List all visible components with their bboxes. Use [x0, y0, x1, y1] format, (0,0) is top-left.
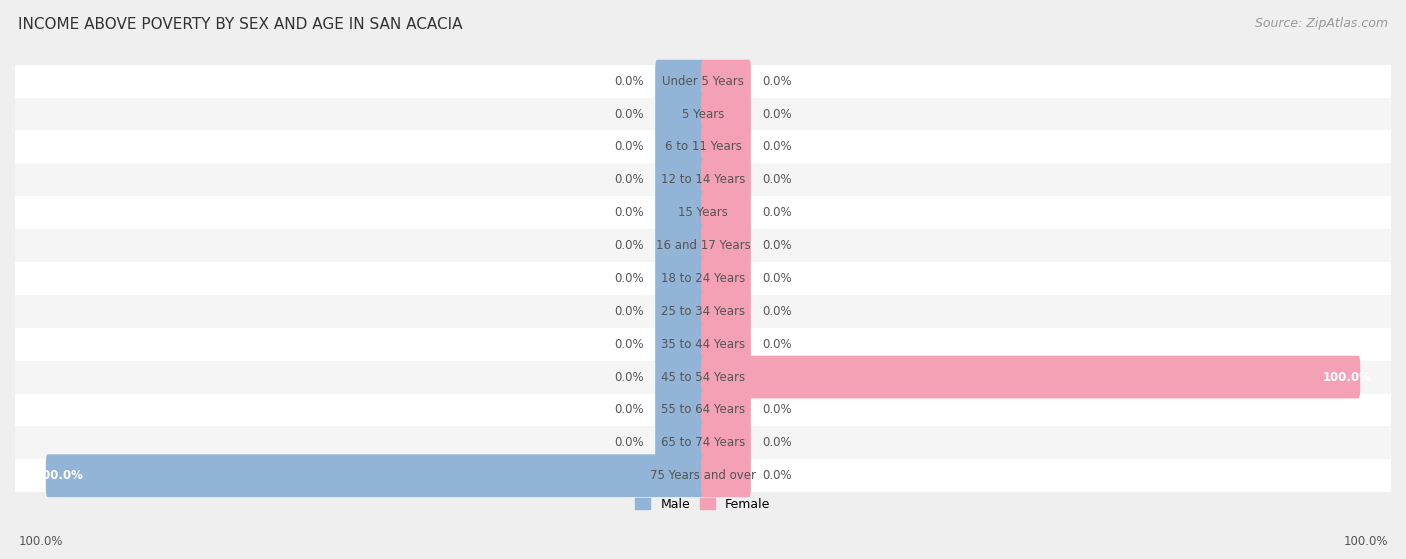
- FancyBboxPatch shape: [46, 454, 704, 497]
- Bar: [15, 65, 1391, 98]
- Text: 0.0%: 0.0%: [762, 140, 792, 153]
- FancyBboxPatch shape: [655, 93, 704, 135]
- Text: 0.0%: 0.0%: [762, 404, 792, 416]
- Text: 0.0%: 0.0%: [614, 272, 644, 285]
- Text: 0.0%: 0.0%: [614, 338, 644, 350]
- Text: 0.0%: 0.0%: [614, 75, 644, 88]
- Bar: [15, 328, 1391, 361]
- Text: 0.0%: 0.0%: [614, 404, 644, 416]
- FancyBboxPatch shape: [655, 60, 704, 102]
- FancyBboxPatch shape: [655, 158, 704, 201]
- Text: 16 and 17 Years: 16 and 17 Years: [655, 239, 751, 252]
- Legend: Male, Female: Male, Female: [630, 493, 776, 516]
- FancyBboxPatch shape: [702, 224, 751, 267]
- Text: 0.0%: 0.0%: [614, 173, 644, 186]
- FancyBboxPatch shape: [702, 454, 751, 497]
- Text: 100.0%: 100.0%: [1343, 535, 1388, 548]
- Bar: [15, 459, 1391, 492]
- Text: 0.0%: 0.0%: [614, 437, 644, 449]
- FancyBboxPatch shape: [702, 93, 751, 135]
- FancyBboxPatch shape: [702, 126, 751, 168]
- Text: 0.0%: 0.0%: [762, 206, 792, 219]
- Bar: [15, 163, 1391, 196]
- Bar: [15, 427, 1391, 459]
- Text: 75 Years and over: 75 Years and over: [650, 469, 756, 482]
- FancyBboxPatch shape: [655, 323, 704, 366]
- Text: 0.0%: 0.0%: [762, 239, 792, 252]
- Text: INCOME ABOVE POVERTY BY SEX AND AGE IN SAN ACACIA: INCOME ABOVE POVERTY BY SEX AND AGE IN S…: [18, 17, 463, 32]
- Text: 0.0%: 0.0%: [762, 305, 792, 318]
- FancyBboxPatch shape: [702, 356, 1360, 399]
- FancyBboxPatch shape: [655, 290, 704, 333]
- Text: 0.0%: 0.0%: [762, 338, 792, 350]
- Text: Source: ZipAtlas.com: Source: ZipAtlas.com: [1254, 17, 1388, 30]
- Text: 100.0%: 100.0%: [1323, 371, 1371, 383]
- Bar: [15, 98, 1391, 130]
- FancyBboxPatch shape: [702, 60, 751, 102]
- Text: 5 Years: 5 Years: [682, 107, 724, 121]
- Text: 45 to 54 Years: 45 to 54 Years: [661, 371, 745, 383]
- Text: 100.0%: 100.0%: [18, 535, 63, 548]
- Bar: [15, 229, 1391, 262]
- Bar: [15, 262, 1391, 295]
- FancyBboxPatch shape: [702, 323, 751, 366]
- Text: 0.0%: 0.0%: [762, 469, 792, 482]
- Bar: [15, 394, 1391, 427]
- Text: 12 to 14 Years: 12 to 14 Years: [661, 173, 745, 186]
- FancyBboxPatch shape: [655, 356, 704, 399]
- FancyBboxPatch shape: [702, 389, 751, 432]
- Text: 0.0%: 0.0%: [614, 239, 644, 252]
- Text: 18 to 24 Years: 18 to 24 Years: [661, 272, 745, 285]
- Text: 6 to 11 Years: 6 to 11 Years: [665, 140, 741, 153]
- Text: 0.0%: 0.0%: [614, 140, 644, 153]
- Text: 0.0%: 0.0%: [614, 371, 644, 383]
- Text: 0.0%: 0.0%: [762, 272, 792, 285]
- FancyBboxPatch shape: [702, 290, 751, 333]
- Text: 0.0%: 0.0%: [762, 75, 792, 88]
- Text: 15 Years: 15 Years: [678, 206, 728, 219]
- Bar: [15, 295, 1391, 328]
- Bar: [15, 130, 1391, 163]
- FancyBboxPatch shape: [655, 257, 704, 300]
- FancyBboxPatch shape: [655, 421, 704, 464]
- Text: Under 5 Years: Under 5 Years: [662, 75, 744, 88]
- Text: 100.0%: 100.0%: [35, 469, 83, 482]
- Text: 0.0%: 0.0%: [614, 206, 644, 219]
- Text: 65 to 74 Years: 65 to 74 Years: [661, 437, 745, 449]
- FancyBboxPatch shape: [655, 224, 704, 267]
- Text: 0.0%: 0.0%: [762, 437, 792, 449]
- Text: 0.0%: 0.0%: [614, 107, 644, 121]
- Bar: [15, 196, 1391, 229]
- Text: 0.0%: 0.0%: [762, 173, 792, 186]
- FancyBboxPatch shape: [702, 421, 751, 464]
- FancyBboxPatch shape: [702, 191, 751, 234]
- Text: 0.0%: 0.0%: [762, 107, 792, 121]
- FancyBboxPatch shape: [655, 389, 704, 432]
- FancyBboxPatch shape: [702, 158, 751, 201]
- FancyBboxPatch shape: [702, 257, 751, 300]
- Text: 25 to 34 Years: 25 to 34 Years: [661, 305, 745, 318]
- FancyBboxPatch shape: [655, 126, 704, 168]
- Bar: [15, 361, 1391, 394]
- Text: 35 to 44 Years: 35 to 44 Years: [661, 338, 745, 350]
- Text: 0.0%: 0.0%: [614, 305, 644, 318]
- Text: 55 to 64 Years: 55 to 64 Years: [661, 404, 745, 416]
- FancyBboxPatch shape: [655, 191, 704, 234]
